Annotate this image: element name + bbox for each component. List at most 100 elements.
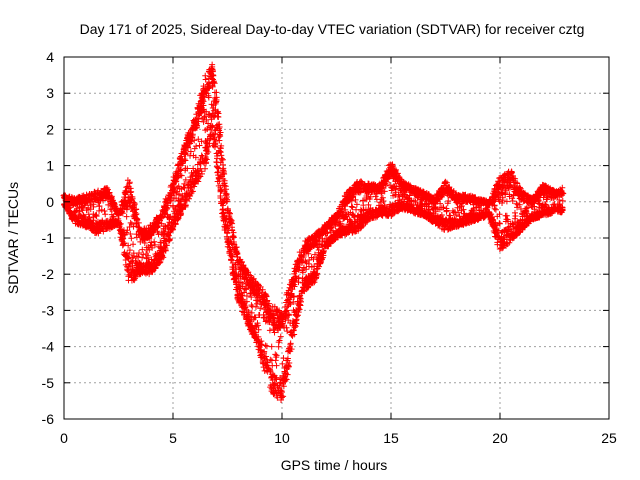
data-point	[177, 166, 184, 173]
data-point	[132, 211, 139, 218]
data-point	[171, 184, 178, 191]
data-point	[187, 192, 194, 199]
data-point	[102, 211, 109, 218]
data-point	[209, 83, 216, 90]
data-point	[124, 227, 131, 234]
data-point	[222, 183, 229, 190]
data-point	[148, 239, 155, 246]
data-point	[182, 176, 189, 183]
data-point	[275, 343, 282, 350]
data-point	[202, 165, 209, 172]
data-point	[205, 94, 212, 101]
data-point	[509, 198, 516, 205]
data-point	[134, 216, 141, 223]
data-point	[163, 242, 170, 249]
data-point	[175, 161, 182, 168]
data-point	[116, 221, 123, 228]
data-points	[60, 61, 567, 404]
data-point	[182, 157, 189, 164]
chart-title: Day 171 of 2025, Sidereal Day-to-day VTE…	[80, 21, 585, 37]
data-point	[211, 80, 218, 87]
data-point	[503, 212, 510, 219]
data-point	[177, 211, 184, 218]
data-point	[206, 80, 213, 87]
data-point	[268, 343, 275, 350]
data-point	[120, 235, 127, 242]
data-point	[106, 189, 113, 196]
data-point	[166, 215, 173, 222]
data-point	[160, 254, 167, 261]
data-point	[195, 178, 202, 185]
data-point	[209, 66, 216, 73]
data-point	[189, 188, 196, 195]
data-point	[210, 72, 217, 79]
data-point	[182, 196, 189, 203]
data-point	[189, 132, 196, 139]
data-point	[200, 94, 207, 101]
data-point	[191, 183, 198, 190]
data-point	[196, 142, 203, 149]
data-point	[272, 351, 279, 358]
data-point	[158, 213, 165, 220]
data-point	[127, 231, 134, 238]
data-point	[177, 212, 184, 219]
data-point	[128, 188, 135, 195]
data-point	[101, 208, 108, 215]
data-point	[277, 333, 284, 340]
data-point	[128, 235, 135, 242]
data-point	[204, 143, 211, 150]
data-point	[185, 144, 192, 151]
data-point	[151, 241, 158, 248]
data-point	[212, 138, 219, 145]
data-point	[202, 153, 209, 160]
data-point	[129, 254, 136, 261]
data-point	[182, 151, 189, 158]
data-point	[205, 148, 212, 155]
data-point	[154, 228, 161, 235]
data-point	[90, 201, 97, 208]
data-point	[151, 238, 158, 245]
data-point	[126, 247, 133, 254]
data-point	[199, 170, 206, 177]
data-point	[124, 255, 131, 262]
data-point	[96, 207, 103, 214]
data-point	[262, 342, 269, 349]
data-point	[76, 208, 83, 215]
data-point	[191, 137, 198, 144]
data-point	[175, 191, 182, 198]
grid-lines	[64, 57, 609, 419]
data-point	[127, 189, 134, 196]
data-point	[514, 204, 521, 211]
data-point	[178, 172, 185, 179]
data-point	[125, 251, 132, 258]
data-point	[216, 137, 223, 144]
data-point	[192, 154, 199, 161]
data-point	[129, 195, 136, 202]
data-point	[195, 136, 202, 143]
data-point	[110, 213, 117, 220]
data-point	[198, 152, 205, 159]
data-point	[109, 214, 116, 221]
data-point	[272, 357, 279, 364]
data-point	[202, 72, 209, 79]
data-point	[348, 203, 355, 210]
data-point	[168, 196, 175, 203]
data-point	[156, 259, 163, 266]
data-point	[149, 244, 156, 251]
data-point	[170, 226, 177, 233]
data-point	[121, 240, 128, 247]
data-point	[136, 249, 143, 256]
data-point	[170, 189, 177, 196]
data-point	[205, 120, 212, 127]
data-point	[184, 165, 191, 172]
data-point	[194, 122, 201, 129]
data-point	[131, 201, 138, 208]
data-point	[117, 220, 124, 227]
data-point	[139, 254, 146, 261]
data-point	[203, 108, 210, 115]
data-point	[353, 201, 360, 208]
data-point	[193, 143, 200, 150]
data-point	[203, 156, 210, 163]
data-point	[205, 85, 212, 92]
